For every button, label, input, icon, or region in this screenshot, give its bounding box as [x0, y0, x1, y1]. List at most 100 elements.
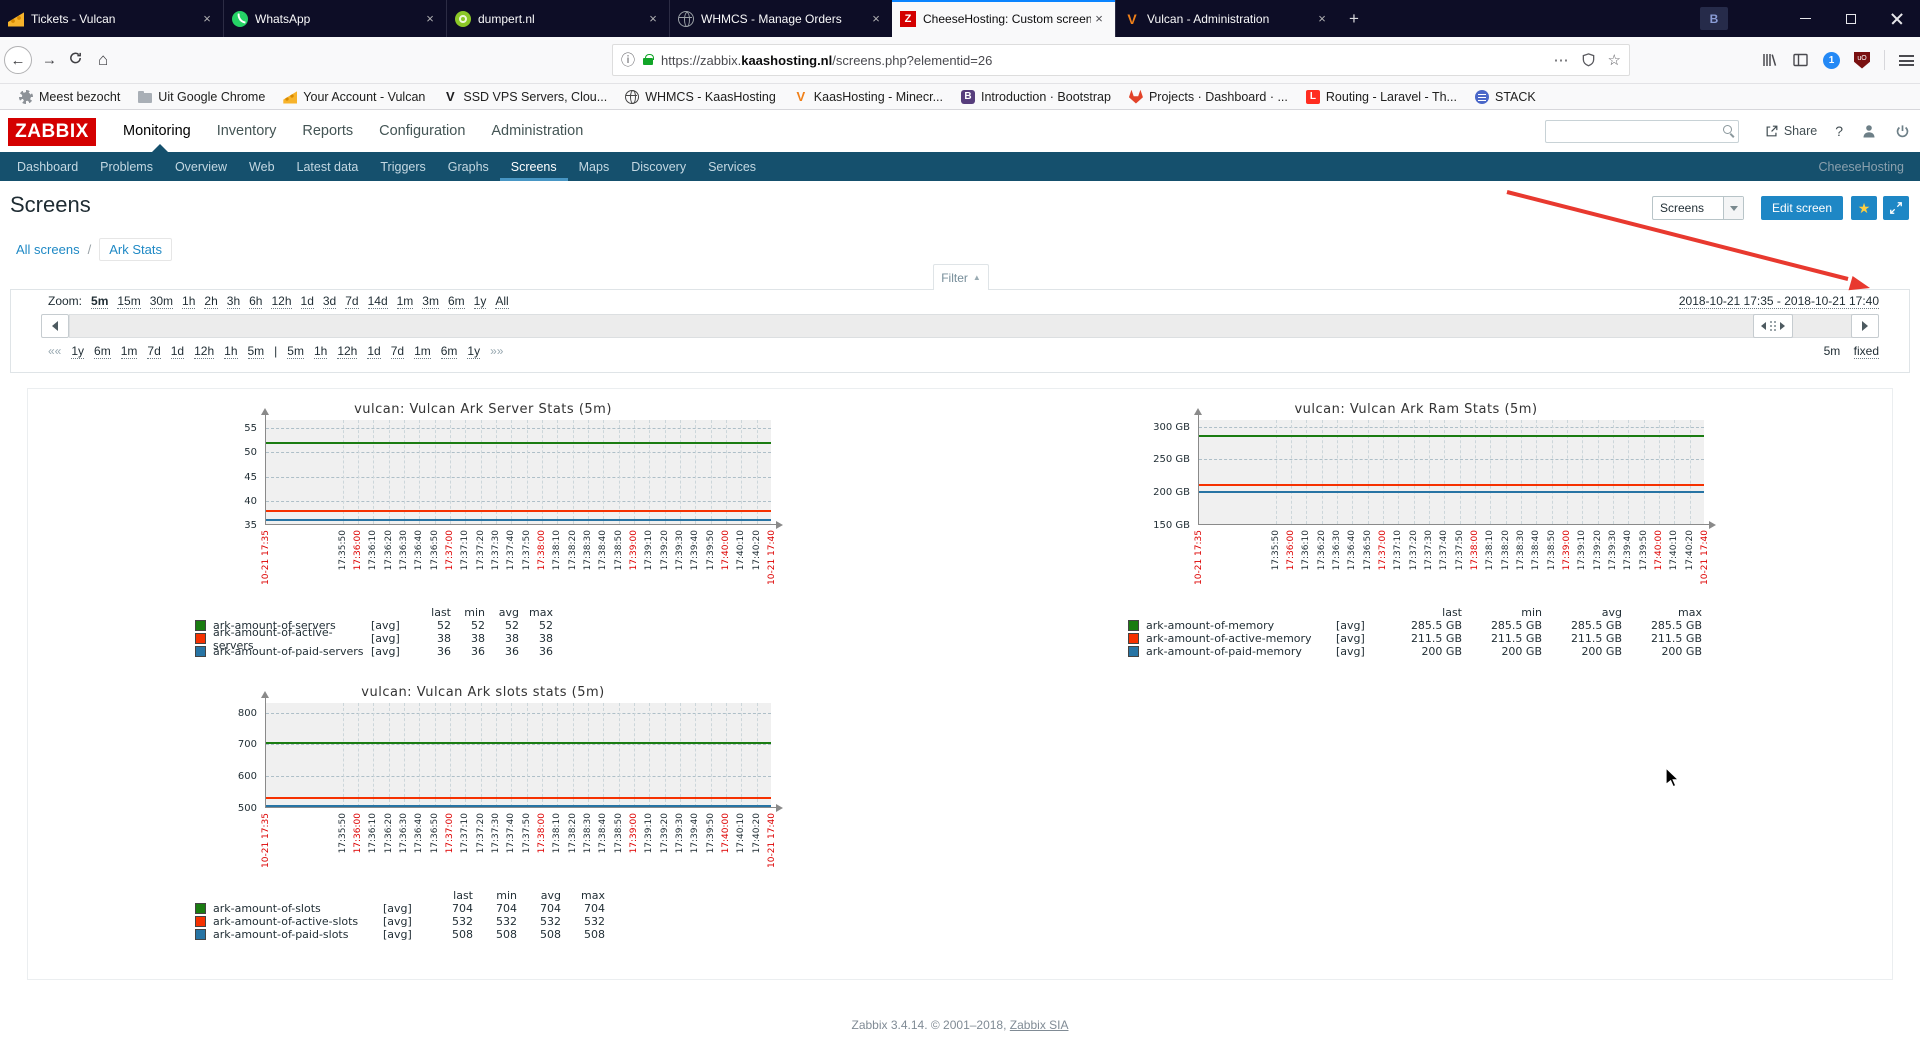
bookmark-item[interactable]: KaasHosting - Minecr...	[785, 86, 952, 108]
scroll-right-button[interactable]	[1851, 314, 1879, 338]
time-nav-link-1d[interactable]: 1d	[367, 344, 381, 359]
zoom-link-3m[interactable]: 3m	[422, 294, 439, 309]
graph-plot[interactable]	[1194, 408, 1716, 529]
zoom-link-1h[interactable]: 1h	[182, 294, 196, 309]
browser-tab[interactable]: WhatsApp ×	[223, 0, 446, 37]
share-button[interactable]: Share	[1765, 124, 1817, 138]
menu-icon[interactable]	[1899, 54, 1914, 66]
forward-button[interactable]: →	[42, 52, 57, 69]
fullscreen-button[interactable]	[1883, 196, 1909, 220]
browser-tab[interactable]: WHMCS - Manage Orders ×	[669, 0, 892, 37]
time-nav-link-6m[interactable]: 6m	[440, 344, 458, 359]
page-actions-icon[interactable]: ⋯	[1553, 52, 1569, 69]
zoom-link-15m[interactable]: 15m	[117, 294, 141, 309]
new-tab-button[interactable]: +	[1349, 8, 1359, 28]
time-nav-link-1h[interactable]: 1h	[224, 344, 238, 359]
back-button[interactable]: ←	[4, 46, 32, 74]
main-nav-monitoring[interactable]: Monitoring	[123, 123, 191, 139]
help-button[interactable]: ?	[1835, 123, 1843, 139]
site-info-icon[interactable]: ⓘ	[621, 52, 635, 68]
bookmark-star-icon[interactable]: ☆	[1607, 52, 1621, 69]
sub-nav-maps[interactable]: Maps	[578, 159, 610, 174]
main-nav-configuration[interactable]: Configuration	[379, 123, 466, 139]
browser-tab[interactable]: dumpert.nl ×	[446, 0, 669, 37]
search-input[interactable]	[1545, 120, 1739, 143]
zoom-link-all[interactable]: All	[495, 294, 509, 309]
time-nav-link-12h[interactable]: 12h	[337, 344, 358, 359]
main-nav-administration[interactable]: Administration	[491, 123, 584, 139]
profile-icon[interactable]	[1861, 123, 1877, 139]
tab-close-icon[interactable]: ×	[1318, 11, 1326, 26]
browser-tab[interactable]: Vulcan - Administration ×	[1115, 0, 1338, 37]
extension-badge[interactable]: B	[1700, 7, 1728, 30]
time-nav-link-6m[interactable]: 6m	[94, 344, 111, 359]
sub-nav-triggers[interactable]: Triggers	[380, 159, 426, 174]
time-nav-link-7d[interactable]: 7d	[147, 344, 161, 359]
home-button[interactable]: ⌂	[98, 50, 108, 70]
lock-icon[interactable]	[643, 53, 654, 65]
zoom-link-1m[interactable]: 1m	[396, 294, 414, 309]
minimize-button[interactable]	[1782, 0, 1828, 37]
breadcrumb-current[interactable]: Ark Stats	[99, 238, 172, 261]
reload-button[interactable]	[68, 51, 83, 70]
tab-close-icon[interactable]: ×	[1095, 11, 1103, 26]
sub-nav-graphs[interactable]: Graphs	[447, 159, 489, 174]
sub-nav-latest-data[interactable]: Latest data	[296, 159, 359, 174]
breadcrumb-all-screens[interactable]: All screens	[16, 242, 80, 257]
time-nav-link-1d[interactable]: 1d	[170, 344, 185, 359]
time-nav-link-1y[interactable]: 1y	[71, 344, 85, 359]
sub-nav-web[interactable]: Web	[249, 159, 275, 174]
zoom-link-2h[interactable]: 2h	[204, 294, 218, 309]
bookmark-item[interactable]: Your Account - Vulcan	[274, 86, 434, 108]
zoom-link-3d[interactable]: 3d	[322, 294, 337, 309]
edit-screen-button[interactable]: Edit screen	[1761, 196, 1843, 220]
onepassword-icon[interactable]: 1	[1823, 51, 1840, 69]
bookmark-item[interactable]: STACK	[1466, 86, 1545, 108]
bookmark-item[interactable]: Projects · Dashboard · ...	[1120, 86, 1297, 108]
time-nav-link-7d[interactable]: 7d	[390, 344, 405, 359]
pocket-icon[interactable]	[1581, 52, 1596, 68]
scroll-left-button[interactable]	[41, 314, 69, 338]
browser-tab[interactable]: Tickets - Vulcan ×	[0, 0, 223, 37]
time-nav-link-12h[interactable]: 12h	[194, 344, 215, 359]
logout-icon[interactable]	[1895, 124, 1910, 139]
scrollbar-handle[interactable]	[1753, 314, 1793, 338]
sub-nav-problems[interactable]: Problems	[100, 159, 153, 174]
close-window-button[interactable]	[1874, 0, 1920, 37]
time-nav-link-1m[interactable]: 1m	[120, 344, 138, 359]
sub-nav-services[interactable]: Services	[708, 159, 757, 174]
browser-tab[interactable]: CheeseHosting: Custom screen ×	[892, 0, 1115, 37]
bookmark-item[interactable]: SSD VPS Servers, Clou...	[434, 86, 616, 108]
graph-plot[interactable]	[261, 691, 783, 812]
zoom-link-30m[interactable]: 30m	[149, 294, 174, 309]
zabbix-logo[interactable]: ZABBIX	[8, 118, 96, 146]
time-nav-link-5m[interactable]: 5m	[287, 344, 304, 359]
bookmark-item[interactable]: Routing - Laravel - Th...	[1297, 86, 1466, 108]
zoom-link-1y[interactable]: 1y	[473, 294, 487, 309]
library-icon[interactable]	[1761, 52, 1778, 68]
date-range-link[interactable]: 2018-10-21 17:35 - 2018-10-21 17:40	[1678, 294, 1879, 309]
zoom-link-1d[interactable]: 1d	[300, 294, 314, 309]
filter-tab[interactable]: Filter ▲	[933, 264, 989, 290]
sub-nav-dashboard[interactable]: Dashboard	[17, 159, 79, 174]
zoom-link-5m[interactable]: 5m	[91, 294, 109, 309]
bookmark-item[interactable]: Uit Google Chrome	[129, 86, 274, 108]
zabbix-sia-link[interactable]: Zabbix SIA	[1009, 1018, 1069, 1032]
sub-nav-overview[interactable]: Overview	[174, 159, 228, 174]
graph-plot[interactable]	[261, 408, 783, 529]
time-nav-link-1m[interactable]: 1m	[414, 344, 431, 359]
ublock-icon[interactable]: uO	[1854, 51, 1870, 69]
zoom-link-7d[interactable]: 7d	[345, 294, 359, 309]
sub-nav-discovery[interactable]: Discovery	[631, 159, 687, 174]
sidebar-icon[interactable]	[1792, 52, 1809, 68]
zoom-link-3h[interactable]: 3h	[226, 294, 241, 309]
tab-close-icon[interactable]: ×	[203, 11, 211, 26]
tab-close-icon[interactable]: ×	[426, 11, 434, 26]
time-nav-link-1h[interactable]: 1h	[313, 344, 328, 359]
main-nav-inventory[interactable]: Inventory	[216, 123, 277, 139]
time-nav-link-1y[interactable]: 1y	[467, 344, 481, 359]
screens-select[interactable]: Screens	[1652, 196, 1744, 220]
zoom-link-6h[interactable]: 6h	[249, 294, 263, 309]
zoom-link-6m[interactable]: 6m	[447, 294, 465, 309]
sub-nav-screens[interactable]: Screens	[499, 152, 568, 181]
